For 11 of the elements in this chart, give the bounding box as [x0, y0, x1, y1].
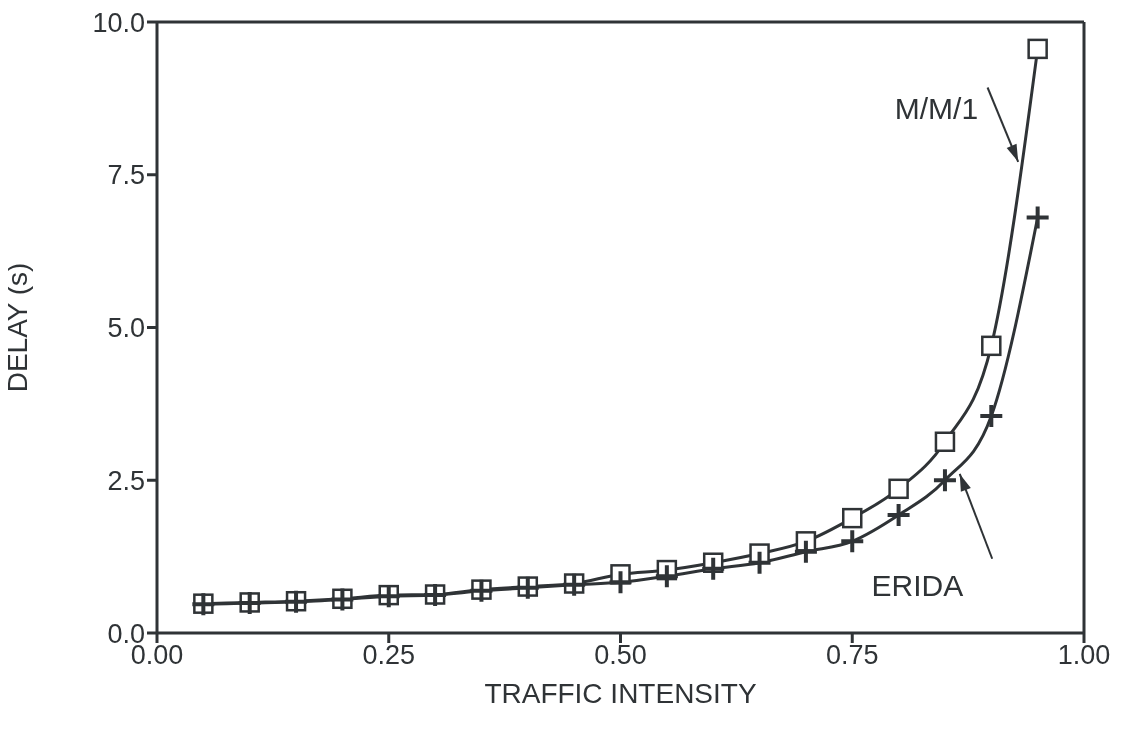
x-tick-label: 1.00 [1057, 640, 1111, 671]
y-tick-label: 2.5 [107, 465, 145, 496]
y-tick-label: 7.5 [107, 160, 145, 191]
x-axis-title: TRAFFIC INTENSITY [484, 678, 757, 709]
x-tick-label: 0.50 [594, 640, 647, 671]
series-label: ERIDA [871, 569, 964, 603]
y-tick-label: 5.0 [107, 313, 145, 344]
x-tick-label: 0.75 [825, 640, 879, 671]
series-label: M/M/1 [894, 91, 979, 125]
y-tick-label: 10.0 [92, 7, 145, 38]
x-tick-label: 0.25 [362, 640, 416, 671]
